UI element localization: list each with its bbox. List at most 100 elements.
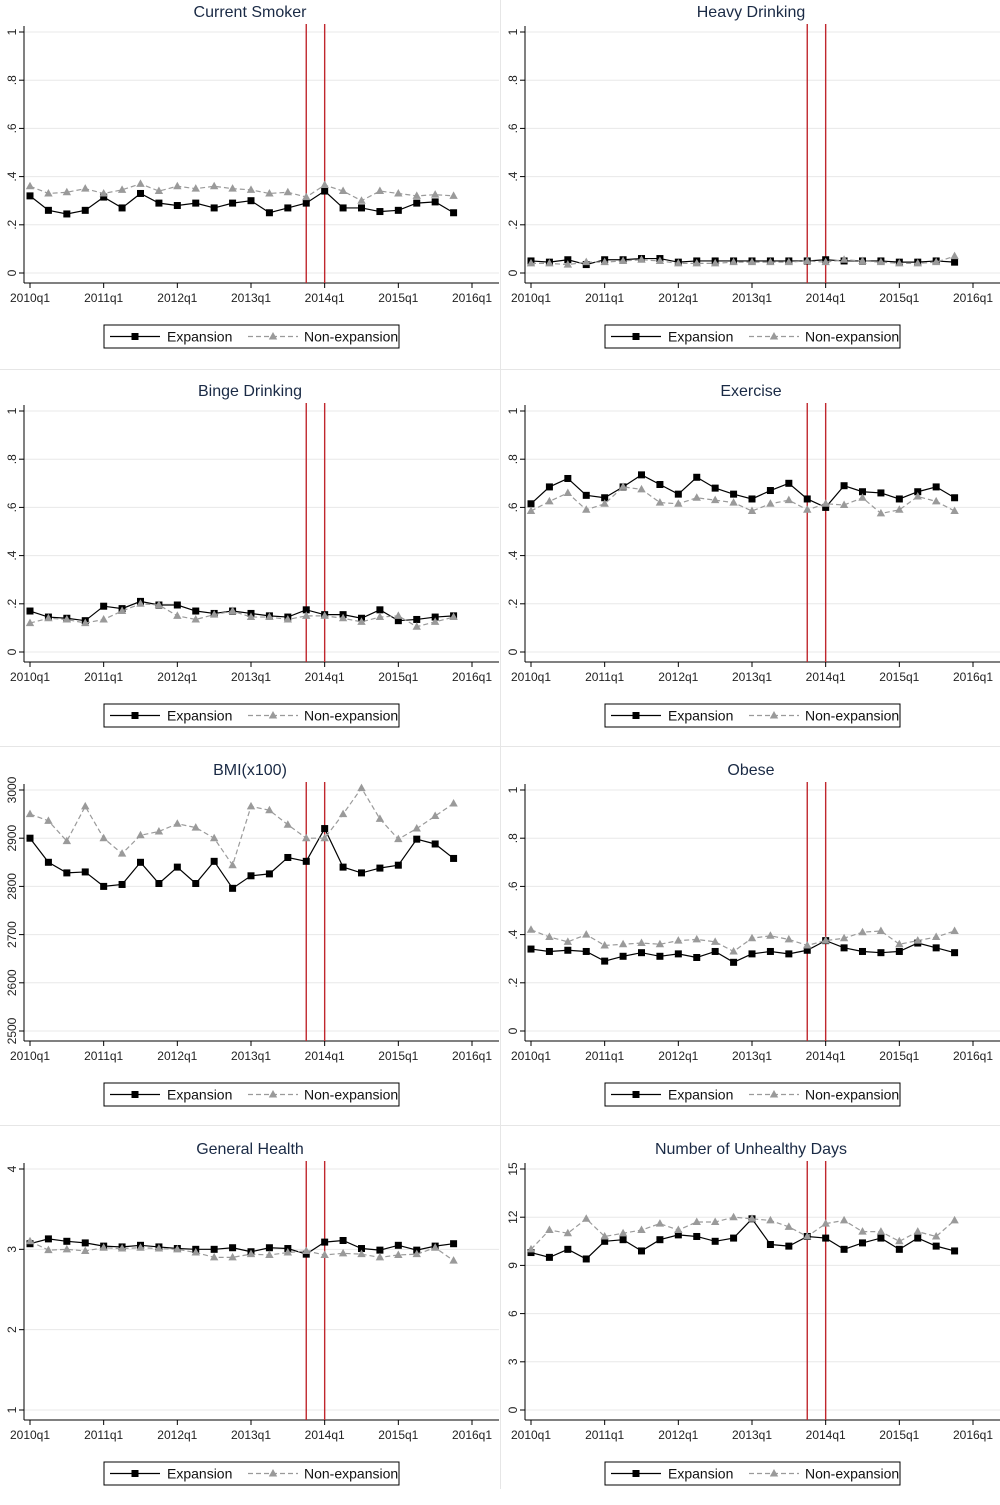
data-point-non-expansion [357,196,366,204]
data-point-expansion [730,1234,738,1242]
x-tick-label: 2014q1 [305,1049,345,1063]
data-point-expansion [26,607,34,615]
data-point-non-expansion [357,783,366,792]
data-point-expansion [339,1236,347,1244]
data-point-expansion [564,474,572,482]
data-point-expansion [840,1245,848,1253]
data-point-expansion [339,863,347,871]
data-point-non-expansion [394,834,403,843]
data-point-non-expansion [265,612,274,621]
data-point-non-expansion [136,830,145,839]
data-point-expansion [711,947,719,955]
x-tick-label: 2013q1 [231,1428,271,1442]
legend: Expansion Non-expansion [604,1461,901,1486]
data-point-non-expansion [563,937,573,945]
y-tick-label: 3 [506,1358,520,1365]
data-point-non-expansion [747,257,757,266]
data-point-expansion [173,863,181,871]
data-point-expansion [951,258,959,266]
data-point-expansion [527,945,535,953]
legend-marker-non-expansion [769,1090,779,1098]
data-point-non-expansion [692,493,701,501]
data-point-expansion [895,495,903,503]
y-tick-label: 1 [506,407,520,414]
data-point-expansion [840,944,848,952]
data-point-expansion [932,1242,940,1250]
data-point-non-expansion [674,1225,683,1234]
data-point-expansion [302,199,310,207]
data-point-non-expansion [430,190,440,198]
data-point-non-expansion [62,614,72,623]
data-point-expansion [192,607,200,615]
data-point-expansion [265,209,273,217]
data-point-non-expansion [136,179,145,187]
legend-marker-non-expansion [268,1090,278,1098]
data-point-expansion [210,1245,218,1253]
data-point-non-expansion [563,260,573,268]
data-point-expansion [137,858,144,866]
data-point-non-expansion [99,614,108,623]
data-point-non-expansion [931,1231,941,1240]
x-tick-label: 2012q1 [658,1428,698,1442]
data-point-non-expansion [931,257,941,266]
data-point-non-expansion [600,1231,609,1240]
data-point-non-expansion [412,824,421,832]
data-point-non-expansion [729,257,738,266]
data-point-expansion [545,1253,553,1261]
data-point-expansion [265,1244,273,1252]
data-point-expansion [118,204,126,212]
data-point-non-expansion [449,798,458,807]
x-tick-label: 2010q1 [511,291,551,305]
x-tick-label: 2013q1 [732,291,772,305]
data-point-expansion [693,953,701,961]
data-point-non-expansion [839,1215,849,1224]
data-point-non-expansion [747,933,757,942]
data-point-non-expansion [246,1249,256,1258]
data-point-non-expansion [44,1245,53,1254]
legend-label-expansion: Expansion [167,1466,232,1482]
series-line-non-expansion [530,486,955,515]
data-point-non-expansion [637,938,646,947]
data-point-expansion [450,1240,458,1248]
data-point-non-expansion [375,814,385,822]
data-point-expansion [394,1241,402,1249]
y-tick-label: .8 [506,833,520,843]
legend-marker-non-expansion [769,711,779,719]
data-point-expansion [155,199,163,207]
data-point-expansion [284,853,292,861]
data-point-non-expansion [191,184,200,192]
legend-label-non-expansion: Non-expansion [304,708,398,724]
data-point-non-expansion [895,505,904,513]
y-tick-label: 1 [5,28,19,35]
data-point-non-expansion [412,622,421,630]
data-point-expansion [44,858,52,866]
data-point-non-expansion [839,255,849,263]
data-point-expansion [932,483,940,491]
data-point-non-expansion [582,505,591,513]
data-point-non-expansion [394,611,403,619]
data-point-non-expansion [449,1256,458,1264]
y-tick-label: 2900 [5,825,19,852]
x-tick-label: 2011q1 [84,1428,123,1442]
legend-label-non-expansion: Non-expansion [304,1466,398,1482]
data-point-expansion [247,872,255,880]
series-line-non-expansion [530,929,955,953]
data-point-non-expansion [25,181,35,190]
data-point-non-expansion [913,1227,922,1235]
data-point-non-expansion [674,499,683,507]
data-point-expansion [431,613,439,621]
data-point-expansion [914,1234,922,1242]
data-point-expansion [413,835,421,843]
legend-label-expansion: Expansion [668,1087,733,1103]
data-point-non-expansion [154,186,164,195]
data-point-expansion [766,1241,774,1249]
data-point-non-expansion [766,1215,775,1224]
data-point-expansion [431,840,439,848]
x-tick-label: 2014q1 [806,291,846,305]
x-tick-label: 2010q1 [10,1049,50,1063]
data-point-expansion [81,868,89,876]
data-point-expansion [26,834,34,842]
x-tick-label: 2012q1 [157,1428,197,1442]
y-tick-label: 0 [506,648,520,655]
data-point-non-expansion [637,255,646,263]
